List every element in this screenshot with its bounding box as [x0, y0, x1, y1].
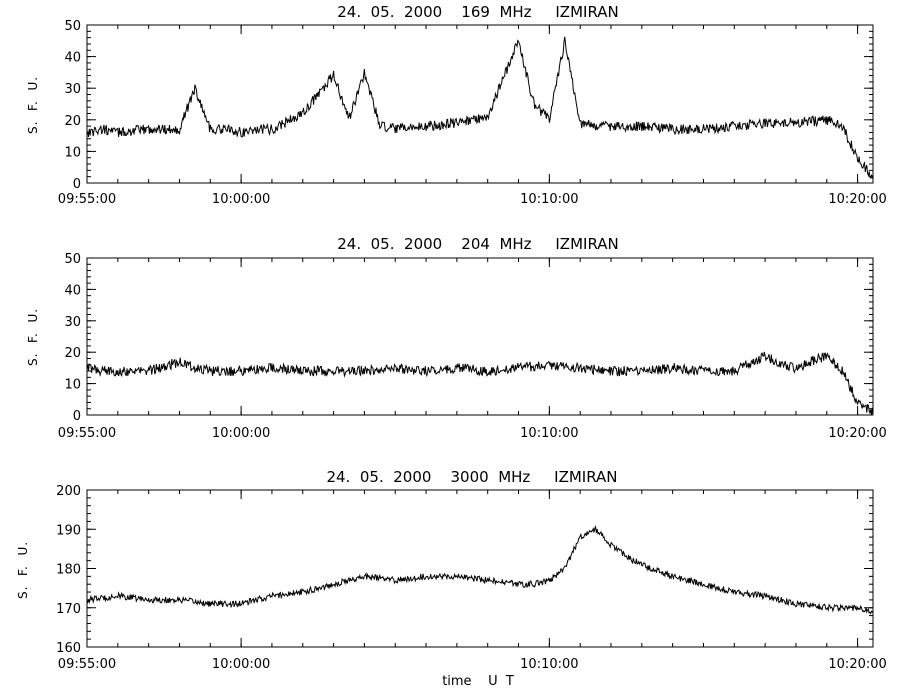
y-tick-label: 20	[64, 114, 81, 129]
y-tick-label: 30	[64, 315, 81, 330]
x-tick-label: 10:00:00	[212, 657, 270, 672]
x-axis-label: time U T	[442, 674, 514, 689]
x-tick-label: 10:00:00	[212, 426, 270, 441]
plot-frame	[86, 257, 874, 416]
y-axis-label: S. F. U.	[26, 76, 40, 134]
chart-204mhz: 24. 05. 2000 204 MHz IZMIRAN S. F. U. 09…	[26, 235, 887, 441]
y-axis-label: S. F. U.	[26, 308, 40, 366]
chart-3000mhz: 24. 05. 2000 3000 MHz IZMIRAN S. F. U. t…	[16, 468, 887, 689]
series-line	[86, 36, 874, 180]
series-line	[86, 525, 874, 615]
x-tick-label: 09:55:00	[58, 657, 116, 672]
y-tick-label: 20	[64, 346, 81, 361]
y-tick-label: 40	[64, 51, 81, 66]
y-tick-label: 40	[64, 283, 81, 298]
chart-title: 24. 05. 2000 204 MHz IZMIRAN	[337, 235, 619, 253]
plot-frame	[86, 24, 874, 184]
x-tick-label: 10:10:00	[520, 192, 578, 207]
x-tick-label: 09:55:00	[58, 192, 116, 207]
y-tick-label: 200	[56, 484, 81, 499]
x-tick-label: 10:20:00	[828, 426, 886, 441]
y-tick-label: 180	[56, 563, 81, 578]
chart-title: 24. 05. 2000 169 MHz IZMIRAN	[337, 3, 619, 21]
y-tick-label: 0	[73, 177, 81, 192]
x-tick-label: 09:55:00	[58, 426, 116, 441]
y-tick-label: 160	[56, 641, 81, 656]
x-tick-label: 10:20:00	[828, 192, 886, 207]
y-tick-label: 50	[64, 252, 81, 267]
chart-169mhz: 24. 05. 2000 169 MHz IZMIRAN S. F. U. 09…	[26, 3, 887, 207]
y-tick-label: 30	[64, 82, 81, 97]
y-tick-label: 170	[56, 602, 81, 617]
x-tick-label: 10:00:00	[212, 192, 270, 207]
y-tick-label: 190	[56, 523, 81, 538]
x-tick-label: 10:10:00	[520, 657, 578, 672]
x-tick-label: 10:20:00	[828, 657, 886, 672]
y-axis-label: S. F. U.	[16, 541, 30, 599]
x-tick-label: 10:10:00	[520, 426, 578, 441]
series-line	[86, 351, 874, 416]
y-tick-label: 10	[64, 378, 81, 393]
chart-title: 24. 05. 2000 3000 MHz IZMIRAN	[326, 468, 617, 486]
y-tick-label: 0	[73, 409, 81, 424]
y-tick-label: 10	[64, 145, 81, 160]
y-tick-label: 50	[64, 19, 81, 34]
